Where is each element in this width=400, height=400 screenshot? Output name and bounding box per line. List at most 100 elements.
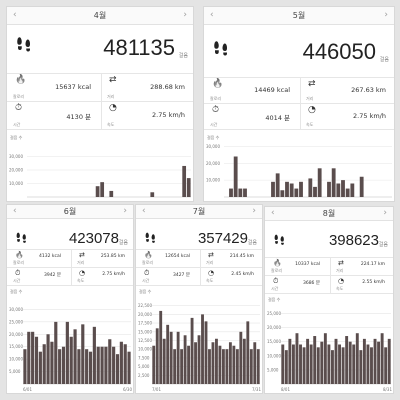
bar-day-2[interactable]	[155, 328, 159, 384]
bar-day-20[interactable]	[313, 186, 317, 197]
bar-day-1[interactable]	[23, 349, 27, 384]
bar-day-5[interactable]	[243, 188, 247, 197]
prev-month-button[interactable]: ‹	[210, 10, 214, 20]
prev-month-button[interactable]: ‹	[142, 206, 146, 216]
bar-day-21[interactable]	[317, 168, 322, 197]
bar-day-31[interactable]	[387, 338, 391, 384]
prev-month-button[interactable]: ‹	[13, 10, 17, 20]
bar-day-7[interactable]	[302, 347, 306, 384]
bar-day-15[interactable]	[289, 183, 294, 198]
bar-day-24[interactable]	[362, 338, 366, 384]
bar-day-16[interactable]	[95, 186, 100, 197]
bar-day-8[interactable]	[50, 341, 54, 384]
bar-day-36[interactable]	[186, 178, 191, 197]
bar-day-10[interactable]	[183, 335, 187, 384]
prev-month-button[interactable]: ‹	[271, 208, 275, 218]
bar-day-22[interactable]	[225, 349, 229, 384]
bar-day-26[interactable]	[119, 341, 123, 384]
bar-day-27[interactable]	[373, 338, 377, 384]
bar-day-18[interactable]	[211, 342, 215, 384]
bar-day-16[interactable]	[81, 324, 85, 384]
bar-day-26[interactable]	[341, 180, 345, 197]
bar-day-2[interactable]	[27, 331, 31, 384]
bar-day-10[interactable]	[313, 336, 317, 384]
bar-day-12[interactable]	[65, 321, 69, 384]
bar-day-20[interactable]	[348, 341, 352, 384]
next-month-button[interactable]: ›	[384, 10, 388, 20]
bar-day-27[interactable]	[123, 344, 127, 384]
bar-day-11[interactable]	[271, 181, 275, 197]
bar-day-9[interactable]	[54, 321, 58, 384]
bar-day-18[interactable]	[88, 351, 93, 384]
bar-day-22[interactable]	[104, 346, 108, 384]
bar-day-3[interactable]	[159, 310, 163, 384]
bar-day-12[interactable]	[320, 341, 324, 384]
bar-day-19[interactable]	[92, 326, 96, 384]
bar-day-11[interactable]	[187, 345, 191, 384]
bar-day-27[interactable]	[242, 338, 246, 384]
bar-day-4[interactable]	[291, 344, 295, 385]
bar-day-8[interactable]	[176, 331, 180, 384]
bar-day-3[interactable]	[233, 156, 238, 198]
bar-day-30[interactable]	[253, 342, 257, 384]
bar-day-3[interactable]	[31, 331, 35, 384]
bar-day-6[interactable]	[42, 344, 46, 384]
bar-day-14[interactable]	[197, 335, 201, 384]
bar-day-28[interactable]	[350, 183, 355, 198]
bar-day-7[interactable]	[46, 334, 50, 384]
bar-day-13[interactable]	[194, 342, 197, 384]
bar-day-8[interactable]	[306, 338, 310, 384]
bar-day-5[interactable]	[38, 351, 42, 384]
bar-day-24[interactable]	[331, 168, 336, 197]
bar-day-22[interactable]	[355, 333, 359, 384]
bar-day-28[interactable]	[127, 351, 131, 384]
bar-day-6[interactable]	[169, 331, 173, 384]
bar-day-19[interactable]	[109, 190, 114, 197]
bar-day-17[interactable]	[299, 181, 303, 197]
bar-day-2[interactable]	[229, 188, 233, 197]
bar-day-17[interactable]	[85, 349, 89, 384]
bar-day-21[interactable]	[100, 346, 104, 384]
bar-day-17[interactable]	[208, 349, 211, 384]
bar-day-4[interactable]	[34, 336, 39, 384]
bar-day-19[interactable]	[215, 338, 218, 384]
bar-day-21[interactable]	[352, 344, 356, 385]
bar-day-29[interactable]	[249, 349, 253, 384]
bar-day-13[interactable]	[280, 190, 285, 197]
bar-day-12[interactable]	[190, 317, 194, 384]
bar-day-1[interactable]	[281, 344, 285, 385]
bar-day-5[interactable]	[295, 333, 299, 384]
bar-day-30[interactable]	[384, 347, 388, 384]
bar-day-30[interactable]	[359, 176, 364, 197]
bar-day-5[interactable]	[166, 324, 170, 384]
bar-day-31[interactable]	[256, 349, 260, 384]
bar-day-26[interactable]	[239, 331, 243, 384]
bar-day-24[interactable]	[232, 345, 236, 384]
bar-day-15[interactable]	[201, 314, 204, 384]
bar-day-11[interactable]	[61, 346, 66, 384]
next-month-button[interactable]: ›	[383, 208, 387, 218]
bar-day-15[interactable]	[77, 349, 81, 384]
bar-day-25[interactable]	[115, 354, 120, 384]
bar-day-1[interactable]	[152, 345, 156, 384]
bar-day-13[interactable]	[323, 333, 327, 384]
bar-day-23[interactable]	[327, 181, 331, 197]
bar-day-16[interactable]	[204, 321, 208, 384]
bar-day-4[interactable]	[162, 338, 166, 384]
bar-day-28[interactable]	[246, 321, 250, 384]
bar-day-7[interactable]	[173, 349, 177, 384]
bar-day-26[interactable]	[370, 347, 373, 384]
bar-day-27[interactable]	[345, 188, 350, 197]
bar-day-14[interactable]	[73, 329, 77, 384]
bar-day-23[interactable]	[359, 350, 363, 384]
next-month-button[interactable]: ›	[183, 10, 187, 20]
bar-day-10[interactable]	[58, 349, 62, 384]
bar-day-21[interactable]	[221, 349, 225, 384]
bar-day-35[interactable]	[182, 165, 187, 197]
bar-day-14[interactable]	[327, 344, 331, 385]
next-month-button[interactable]: ›	[252, 206, 256, 216]
bar-day-2[interactable]	[284, 350, 288, 384]
bar-day-25[interactable]	[366, 344, 370, 385]
bar-day-12[interactable]	[275, 173, 280, 197]
bar-day-15[interactable]	[330, 350, 334, 384]
